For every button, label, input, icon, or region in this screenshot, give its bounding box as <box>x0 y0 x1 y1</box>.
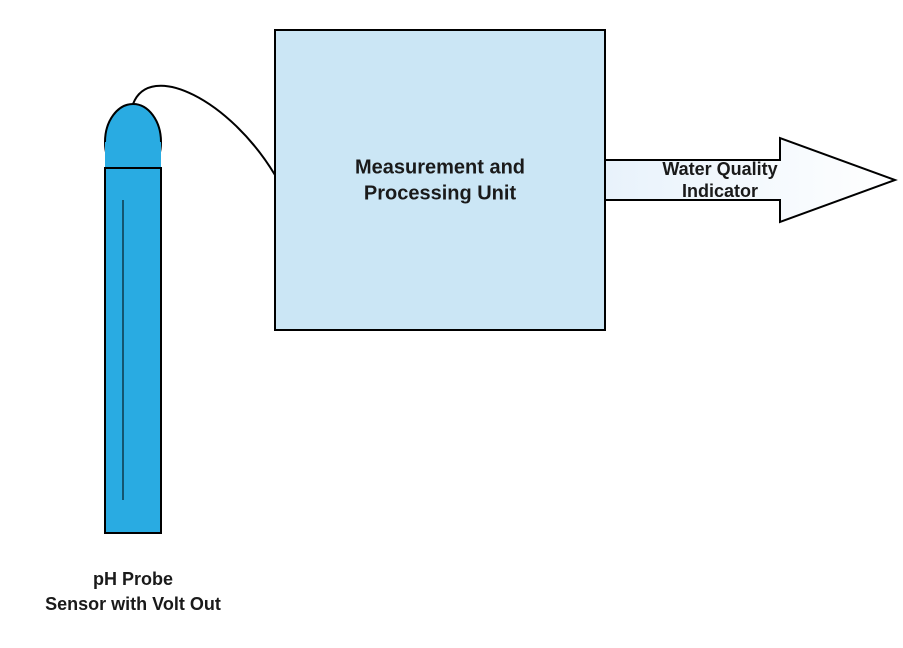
probe-label-line2: Sensor with Volt Out <box>45 594 221 614</box>
output-arrow-label-line2: Indicator <box>682 181 758 201</box>
processing-unit-block <box>275 30 605 330</box>
processing-unit-label-line1: Measurement and <box>355 156 525 178</box>
probe-cap-neck <box>105 142 161 170</box>
diagram-canvas: Measurement and Processing Unit Water Qu… <box>0 0 903 648</box>
processing-unit-label-line2: Processing Unit <box>364 182 517 204</box>
output-arrow-label-line1: Water Quality <box>662 159 777 179</box>
probe-body <box>105 168 161 533</box>
probe-label-line1: pH Probe <box>93 569 173 589</box>
